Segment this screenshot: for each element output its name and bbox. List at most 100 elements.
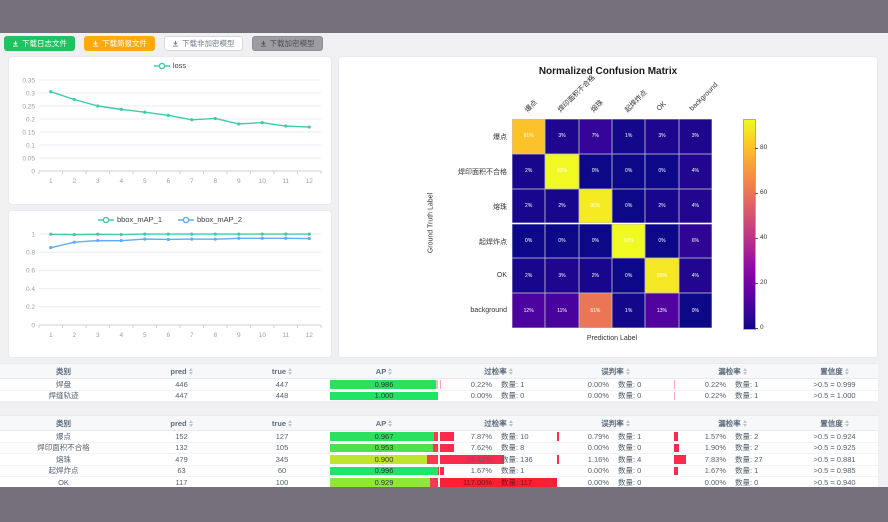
loss-line-chart: 00.050.10.150.20.250.30.351 2 3 4 5 6 7 8 9 10 11 1… [22, 77, 322, 185]
svg-text:0.35: 0.35 [22, 77, 35, 84]
rate-percent: 117.00% [462, 477, 492, 487]
download-icon [93, 40, 98, 47]
sort-icon[interactable] [844, 367, 849, 375]
matrix-cell: 0% [612, 188, 646, 224]
column-header-漏检率[interactable]: 漏检率 [674, 416, 791, 431]
rate-count: 数量: 0 [618, 391, 642, 401]
rate-cell: 0.00% 数量: 0 [557, 466, 674, 477]
rate-percent: 1.16% [587, 454, 609, 464]
sort-icon[interactable] [844, 419, 849, 427]
svg-text:8: 8 [213, 332, 217, 339]
legend-label: bbox_mAP_2 [197, 215, 243, 224]
sort-icon[interactable] [388, 367, 393, 375]
download-report-button[interactable]: 下载简报文件 [84, 36, 155, 51]
matrix-cell: 4% [678, 258, 712, 294]
button-label: 下载简报文件 [102, 39, 147, 48]
confidence-cell: >0.5 = 0.999 [791, 379, 878, 391]
column-header-误判率[interactable]: 误判率 [557, 364, 674, 379]
rate-count: 数量: 1 [618, 431, 642, 441]
header-label: pred [170, 418, 187, 428]
matrix-cell: 2% [545, 188, 579, 224]
svg-text:2: 2 [72, 178, 76, 185]
svg-text:5: 5 [143, 332, 147, 339]
class-name-cell: 起焊炸点 [0, 466, 127, 477]
true-cell: 447 [236, 379, 328, 391]
sort-icon[interactable] [188, 419, 193, 427]
ap-value: 0.996 [374, 466, 394, 476]
matrix-col-label: OK [655, 100, 668, 113]
colorbar-tick [755, 148, 758, 150]
rate-percent: 39.42% [466, 454, 492, 464]
loss-chart-card: loss 0 0.05 0.1 0.15 0.2 0.25 0.3 0.35 1 2 3 4 5 6 7 8 9… [8, 56, 332, 205]
rate-percent: 0.22% [704, 379, 726, 389]
column-header-过检率[interactable]: 过检率 [440, 416, 557, 431]
sort-icon[interactable] [508, 367, 513, 375]
column-header-漏检率[interactable]: 漏检率 [674, 364, 791, 379]
summary-table-main: 类别 pred true AP 过检率 误判率 漏检率 置信度 焊盘 446 447 0.986 0.2… [0, 363, 878, 403]
svg-text:12: 12 [306, 332, 314, 339]
ap-value: 0.967 [374, 431, 394, 441]
column-header-pred[interactable]: pred [127, 364, 236, 379]
matrix-cell: 61% [578, 293, 612, 328]
matrix-cell: 93% [612, 223, 646, 259]
matrix-cell: 0% [612, 153, 646, 189]
sort-icon[interactable] [288, 419, 293, 427]
class-name-cell: 焊印面积不合格 [0, 443, 127, 454]
column-header-pred[interactable]: pred [127, 416, 236, 431]
column-header-AP[interactable]: AP [328, 416, 440, 431]
colorbar-tick [755, 283, 758, 285]
rate-percent: 7.87% [470, 431, 492, 441]
legend-item-bbox_mAP_1[interactable]: bbox_mAP_1 [97, 215, 162, 224]
sort-icon[interactable] [625, 367, 630, 375]
legend-item-bbox_mAP_2[interactable]: bbox_mAP_2 [178, 215, 242, 224]
ap-cell: 0.953 [328, 443, 440, 454]
ap-cell: 1.000 [328, 391, 440, 402]
download-unencrypted-model-button[interactable]: 下载非加密模型 [164, 36, 243, 51]
download-log-button[interactable]: 下载日志文件 [4, 36, 75, 51]
column-header-true[interactable]: true [236, 416, 328, 431]
pred-cell: 446 [127, 379, 236, 391]
column-header-AP[interactable]: AP [328, 364, 440, 379]
matrix-cell: 0% [578, 153, 612, 189]
sort-icon[interactable] [188, 367, 193, 375]
sort-icon[interactable] [625, 419, 630, 427]
rate-bar [674, 380, 676, 389]
rate-bar [674, 455, 686, 464]
legend-label: bbox_mAP_1 [116, 215, 162, 224]
column-header-类别: 类别 [0, 416, 127, 431]
svg-text:1: 1 [49, 332, 53, 339]
sort-icon[interactable] [288, 367, 293, 375]
sort-icon[interactable] [742, 419, 747, 427]
column-header-置信度[interactable]: 置信度 [791, 416, 878, 431]
column-header-置信度[interactable]: 置信度 [791, 364, 878, 379]
column-header-true[interactable]: true [236, 364, 328, 379]
rate-count: 数量: 0 [618, 477, 642, 487]
sort-icon[interactable] [742, 367, 747, 375]
ap-bar [330, 455, 428, 464]
rate-bar [440, 466, 444, 475]
matrix-cell: 3% [678, 119, 712, 154]
rate-bar [674, 432, 679, 441]
class-name-cell: 焊盘 [0, 379, 127, 391]
legend-item-loss[interactable]: loss [153, 61, 186, 70]
column-header-误判率[interactable]: 误判率 [557, 416, 674, 431]
matrix-cell: 0% [545, 223, 579, 259]
rate-count: 数量: 1 [735, 391, 759, 401]
svg-text:4: 4 [119, 332, 123, 339]
colorbar-tick-label: 80 [760, 144, 768, 152]
rate-percent: 0.00% [587, 443, 609, 453]
ap-rest-bar [434, 432, 438, 441]
svg-text:1: 1 [31, 231, 35, 238]
download-encrypted-model-button[interactable]: 下载加密模型 [251, 36, 323, 51]
table-row: 焊盘 446 447 0.986 0.22% 数量: 1 0.00% 数量: 0 0.22% 数量… [0, 379, 878, 391]
sort-icon[interactable] [388, 419, 393, 427]
ap-value: 1.000 [374, 391, 394, 401]
ap-rest-bar [432, 443, 438, 452]
sort-icon[interactable] [508, 419, 513, 427]
rate-cell: 1.90% 数量: 2 [674, 443, 791, 454]
rate-bar [440, 455, 505, 464]
download-toolbar: 下载日志文件 下载简报文件 下载非加密模型 下载加密模型 [4, 36, 323, 51]
download-icon [173, 40, 178, 47]
rate-cell: 7.87% 数量: 10 [440, 431, 557, 443]
column-header-过检率[interactable]: 过检率 [440, 364, 557, 379]
